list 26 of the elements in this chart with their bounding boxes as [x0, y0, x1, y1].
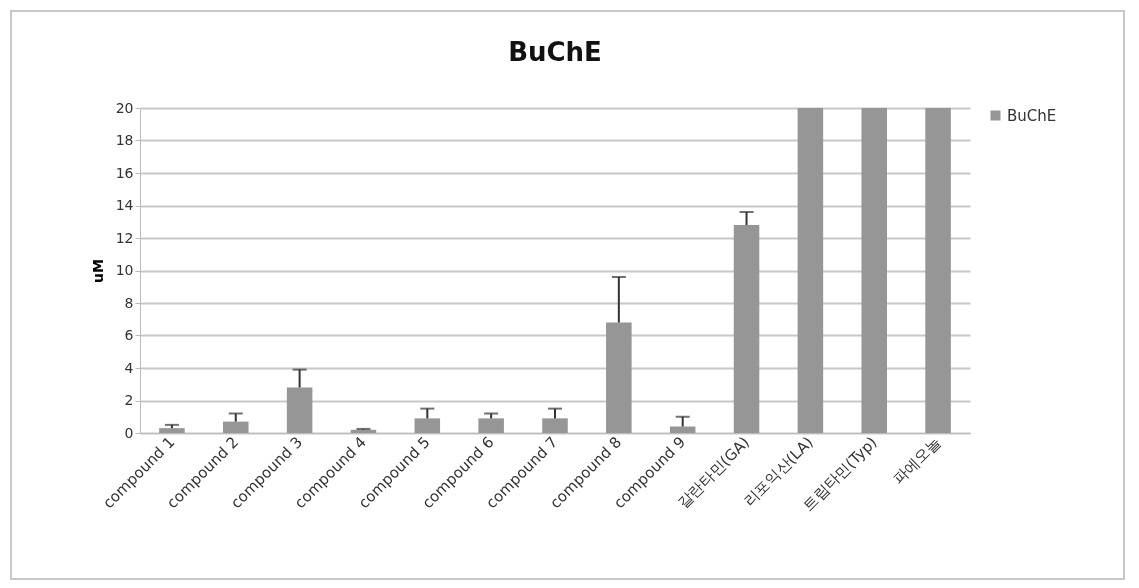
chart-title: BuChE [508, 37, 602, 67]
bar [223, 421, 249, 433]
bar [286, 387, 313, 433]
bar [925, 108, 951, 433]
bar [861, 108, 887, 433]
y-axis-title: uM [89, 259, 106, 283]
legend-label: BuChE [1007, 106, 1057, 125]
y-tick-label: 20 [115, 99, 134, 116]
bar [797, 108, 824, 433]
y-tick-label: 10 [115, 262, 134, 278]
bar [606, 322, 632, 433]
bar [350, 429, 377, 433]
y-tick-label: 12 [115, 229, 134, 246]
bar [669, 426, 696, 433]
y-tick-label: 16 [115, 164, 134, 181]
y-tick-label: 14 [115, 197, 134, 213]
bar [542, 418, 568, 433]
y-tick-label: 0 [124, 424, 134, 441]
bar [414, 418, 441, 433]
y-tick-label: 6 [124, 327, 134, 343]
y-tick-label: 4 [124, 359, 134, 376]
bar [478, 418, 504, 433]
y-tick-label: 8 [124, 294, 134, 311]
y-tick-label: 18 [115, 132, 134, 148]
y-tick-label: 2 [124, 392, 134, 408]
bar [733, 225, 760, 433]
